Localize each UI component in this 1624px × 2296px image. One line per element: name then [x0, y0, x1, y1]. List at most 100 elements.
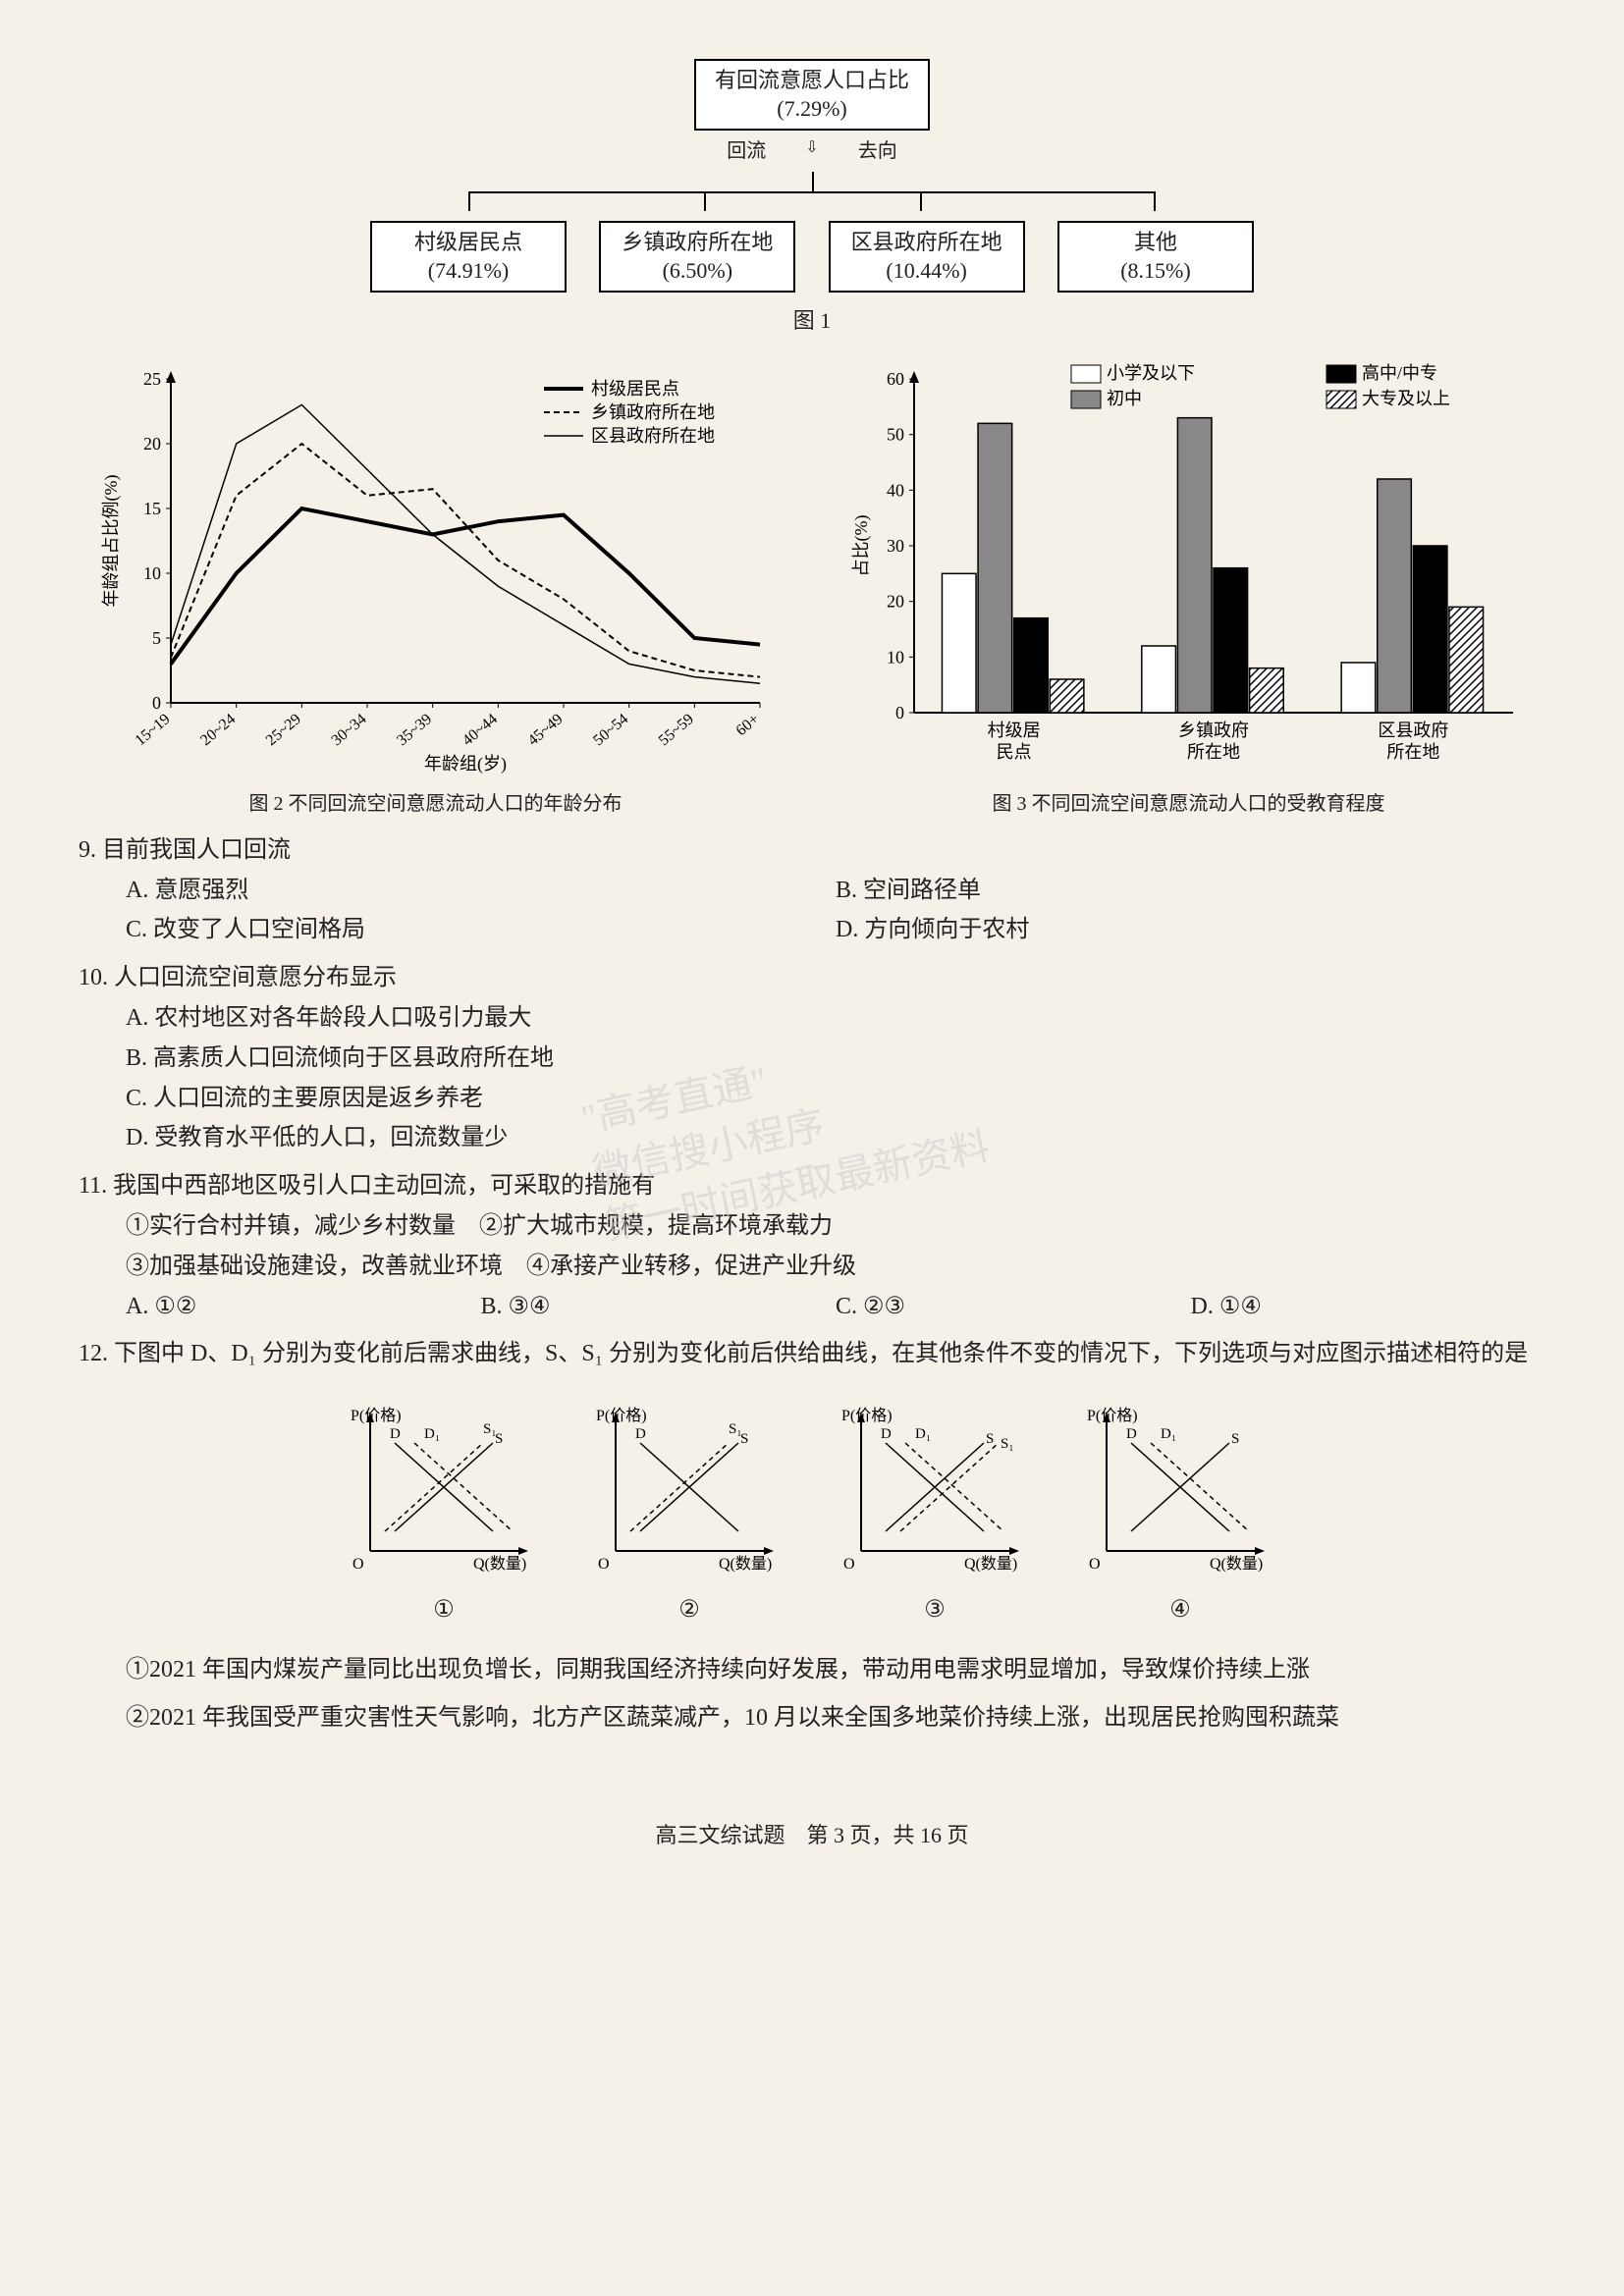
option: C. 人口回流的主要原因是返乡养老 [126, 1079, 1545, 1119]
option: C. ②③ [836, 1287, 1191, 1327]
svg-text:5: 5 [152, 628, 161, 648]
bar-chart: 0102030405060占比(%)村级居民点乡镇政府所在地区县政府所在地小学及… [845, 359, 1533, 781]
option: D. ①④ [1191, 1287, 1546, 1327]
svg-text:区县政府所在地: 区县政府所在地 [591, 426, 715, 446]
svg-text:民点: 民点 [996, 742, 1031, 762]
svg-text:30~34: 30~34 [328, 711, 369, 749]
flow-node-3: 其他 (8.15%) [1057, 221, 1254, 293]
svg-text:D: D [390, 1426, 401, 1442]
svg-text:25~29: 25~29 [262, 711, 303, 749]
svg-text:45~49: 45~49 [524, 711, 566, 749]
econ-chart-num: ④ [1072, 1590, 1288, 1630]
flow-top-line2: (7.29%) [712, 95, 912, 124]
option: A. 意愿强烈 [126, 871, 836, 911]
option: B. ③④ [481, 1287, 837, 1327]
svg-text:Q(数量): Q(数量) [473, 1555, 526, 1573]
svg-text:60: 60 [887, 369, 904, 389]
econ-chart-num: ② [581, 1590, 797, 1630]
fig3-caption: 图 3 不同回流空间意愿流动人口的受教育程度 [832, 787, 1545, 821]
svg-text:60+: 60+ [732, 711, 762, 739]
svg-text:O: O [1089, 1556, 1101, 1573]
question-substem: ③加强基础设施建设，改善就业环境 ④承接产业转移，促进产业升级 [126, 1247, 1545, 1287]
flow-node-0: 村级居民点 (74.91%) [370, 221, 567, 293]
econ-charts: P(价格) O Q(数量) D D₁ S S₁ ① P(价格) O Q(数量) D S S₁ ② P(价格) O… [79, 1394, 1545, 1630]
svg-text:Q(数量): Q(数量) [964, 1555, 1017, 1573]
question-3: 12. 下图中 D、D₁ 分别为变化前后需求曲线，S、S₁ 分别为变化前后供给曲… [79, 1334, 1545, 1374]
svg-text:55~59: 55~59 [655, 711, 696, 749]
svg-text:O: O [598, 1556, 610, 1573]
svg-text:Q(数量): Q(数量) [1210, 1555, 1263, 1573]
option: A. ①② [126, 1287, 481, 1327]
svg-text:D₁: D₁ [1161, 1426, 1176, 1442]
econ-chart-num: ③ [827, 1590, 1043, 1630]
econ-chart: P(价格)OQ(数量)DD₁SS₁① [336, 1394, 552, 1630]
svg-text:年龄组占比例(%): 年龄组占比例(%) [101, 474, 122, 607]
option: B. 高素质人口回流倾向于区县政府所在地 [126, 1039, 1545, 1079]
svg-text:50~54: 50~54 [590, 711, 631, 749]
svg-text:20: 20 [887, 591, 904, 611]
options: A. ①②B. ③④C. ②③D. ①④ [126, 1287, 1545, 1327]
svg-text:乡镇政府所在地: 乡镇政府所在地 [591, 402, 715, 422]
svg-text:S: S [986, 1431, 994, 1447]
flow-arrow-left: 回流 [727, 134, 766, 168]
svg-text:Q(数量): Q(数量) [719, 1555, 772, 1573]
econ-chart: P(价格)OQ(数量)DSS₁② [581, 1394, 797, 1630]
footer: 高三文综试题 第 3 页，共 16 页 [79, 1817, 1545, 1853]
svg-text:S₁: S₁ [483, 1421, 497, 1437]
svg-text:S₁: S₁ [1001, 1436, 1014, 1452]
svg-text:15: 15 [143, 499, 161, 518]
option: D. 受教育水平低的人口，回流数量少 [126, 1118, 1545, 1158]
svg-text:D₁: D₁ [915, 1426, 931, 1442]
options: A. 农村地区对各年龄段人口吸引力最大B. 高素质人口回流倾向于区县政府所在地C… [126, 998, 1545, 1158]
svg-text:所在地: 所在地 [1386, 742, 1439, 762]
option: C. 改变了人口空间格局 [126, 910, 836, 950]
svg-text:35~39: 35~39 [394, 711, 435, 749]
passage: ②2021 年我国受严重灾害性天气影响，北方产区蔬菜减产，10 月以来全国多地菜… [126, 1698, 1545, 1738]
svg-text:10: 10 [887, 647, 904, 667]
passages: ①2021 年国内煤炭产量同比出现负增长，同期我国经济持续向好发展，带动用电需求… [79, 1650, 1545, 1738]
svg-text:占比(%): 占比(%) [851, 514, 872, 576]
question-0: 9. 目前我国人口回流A. 意愿强烈B. 空间路径单C. 改变了人口空间格局D.… [79, 830, 1545, 950]
option: A. 农村地区对各年龄段人口吸引力最大 [126, 998, 1545, 1039]
flow-arrow-right: 去向 [858, 134, 897, 168]
option: D. 方向倾向于农村 [836, 910, 1545, 950]
svg-text:D: D [881, 1426, 892, 1442]
svg-text:O: O [843, 1556, 855, 1573]
svg-text:P(价格): P(价格) [351, 1407, 402, 1424]
questions-block: 9. 目前我国人口回流A. 意愿强烈B. 空间路径单C. 改变了人口空间格局D.… [79, 830, 1545, 1374]
econ-chart: P(价格) O Q(数量) D D₁ S ④ [1072, 1394, 1288, 1630]
svg-text:大专及以上: 大专及以上 [1362, 389, 1450, 408]
svg-text:40: 40 [887, 480, 904, 500]
svg-text:P(价格): P(价格) [1087, 1407, 1138, 1424]
svg-text:D: D [635, 1426, 646, 1442]
svg-text:D: D [1126, 1426, 1137, 1442]
svg-text:村级居: 村级居 [987, 721, 1040, 740]
line-chart-container: 051015202515~1920~2425~2930~3435~3940~44… [79, 359, 792, 821]
flow-arrow-labels: 回流 ⇩ 去向 [727, 134, 896, 168]
flowchart: 有回流意愿人口占比 (7.29%) 回流 ⇩ 去向 村级居民点 (74.91%)… [370, 59, 1254, 293]
passage: ①2021 年国内煤炭产量同比出现负增长，同期我国经济持续向好发展，带动用电需求… [126, 1650, 1545, 1690]
svg-text:30: 30 [887, 536, 904, 556]
svg-text:P(价格): P(价格) [596, 1407, 647, 1424]
flow-top-box: 有回流意愿人口占比 (7.29%) [694, 59, 930, 131]
question-2: 11. 我国中西部地区吸引人口主动回流，可采取的措施有①实行合村并镇，减少乡村数… [79, 1166, 1545, 1326]
svg-text:S: S [1231, 1431, 1239, 1447]
question-stem: 11. 我国中西部地区吸引人口主动回流，可采取的措施有 [79, 1166, 1545, 1206]
svg-text:40~44: 40~44 [459, 711, 500, 749]
svg-text:0: 0 [152, 693, 161, 713]
question-stem: 9. 目前我国人口回流 [79, 830, 1545, 871]
svg-text:初中: 初中 [1107, 389, 1142, 408]
svg-text:P(价格): P(价格) [841, 1407, 893, 1424]
charts-row: 051015202515~1920~2425~2930~3435~3940~44… [79, 359, 1545, 821]
line-chart: 051015202515~1920~2425~2930~3435~3940~44… [92, 359, 780, 781]
options: A. 意愿强烈B. 空间路径单C. 改变了人口空间格局D. 方向倾向于农村 [126, 871, 1545, 951]
question-substem: ①实行合村并镇，减少乡村数量 ②扩大城市规模，提高环境承载力 [126, 1206, 1545, 1247]
svg-text:年龄组(岁): 年龄组(岁) [424, 754, 507, 774]
svg-text:20: 20 [143, 434, 161, 454]
svg-text:村级居民点: 村级居民点 [591, 379, 679, 399]
svg-text:小学及以下: 小学及以下 [1107, 363, 1195, 383]
svg-text:25: 25 [143, 369, 161, 389]
econ-chart-num: ① [336, 1590, 552, 1630]
svg-text:0: 0 [895, 703, 904, 722]
svg-text:S₁: S₁ [729, 1421, 742, 1437]
